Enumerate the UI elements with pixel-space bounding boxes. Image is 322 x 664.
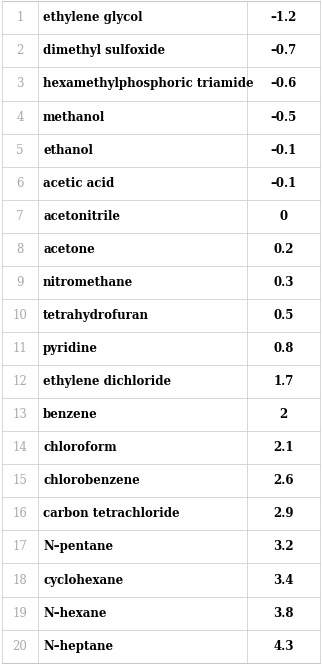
Text: 4: 4 — [16, 111, 24, 124]
Text: 2.6: 2.6 — [273, 474, 294, 487]
Text: N–hexane: N–hexane — [43, 607, 107, 620]
Text: 5: 5 — [16, 143, 24, 157]
Text: 10: 10 — [13, 309, 27, 322]
Text: ethanol: ethanol — [43, 143, 93, 157]
Text: 19: 19 — [13, 607, 27, 620]
Text: 12: 12 — [13, 375, 27, 388]
Text: N–heptane: N–heptane — [43, 639, 113, 653]
Text: 2.1: 2.1 — [273, 442, 294, 454]
Text: –1.2: –1.2 — [270, 11, 297, 25]
Text: 1.7: 1.7 — [274, 375, 294, 388]
Text: 6: 6 — [16, 177, 24, 190]
Text: –0.7: –0.7 — [270, 44, 297, 57]
Text: 0.3: 0.3 — [273, 276, 294, 289]
Text: 18: 18 — [13, 574, 27, 586]
Text: 14: 14 — [13, 442, 27, 454]
Text: 0.2: 0.2 — [273, 243, 294, 256]
Text: chlorobenzene: chlorobenzene — [43, 474, 140, 487]
Text: 4.3: 4.3 — [273, 639, 294, 653]
Text: 17: 17 — [13, 540, 27, 553]
Text: –0.1: –0.1 — [270, 177, 297, 190]
Text: 11: 11 — [13, 342, 27, 355]
Text: –0.6: –0.6 — [270, 78, 297, 90]
Text: acetonitrile: acetonitrile — [43, 210, 120, 222]
Text: acetone: acetone — [43, 243, 95, 256]
Text: 20: 20 — [13, 639, 27, 653]
Text: nitromethane: nitromethane — [43, 276, 133, 289]
Text: 2: 2 — [279, 408, 288, 421]
Text: 15: 15 — [13, 474, 27, 487]
Text: 8: 8 — [16, 243, 24, 256]
Text: 3.2: 3.2 — [273, 540, 294, 553]
Text: ethylene glycol: ethylene glycol — [43, 11, 143, 25]
Text: acetic acid: acetic acid — [43, 177, 114, 190]
Text: cyclohexane: cyclohexane — [43, 574, 123, 586]
Text: carbon tetrachloride: carbon tetrachloride — [43, 507, 180, 521]
Text: 7: 7 — [16, 210, 24, 222]
Text: benzene: benzene — [43, 408, 98, 421]
Text: 1: 1 — [16, 11, 24, 25]
Text: methanol: methanol — [43, 111, 105, 124]
Text: pyridine: pyridine — [43, 342, 98, 355]
Text: ethylene dichloride: ethylene dichloride — [43, 375, 171, 388]
Text: 16: 16 — [13, 507, 27, 521]
Text: dimethyl sulfoxide: dimethyl sulfoxide — [43, 44, 165, 57]
Text: 3: 3 — [16, 78, 24, 90]
Text: 0.5: 0.5 — [274, 309, 294, 322]
Text: –0.5: –0.5 — [270, 111, 297, 124]
Text: 2: 2 — [16, 44, 24, 57]
Text: tetrahydrofuran: tetrahydrofuran — [43, 309, 149, 322]
Text: N–pentane: N–pentane — [43, 540, 113, 553]
Text: 0: 0 — [280, 210, 288, 222]
Text: –0.1: –0.1 — [270, 143, 297, 157]
Text: 9: 9 — [16, 276, 24, 289]
Text: 13: 13 — [13, 408, 27, 421]
Text: 2.9: 2.9 — [273, 507, 294, 521]
Text: 3.4: 3.4 — [273, 574, 294, 586]
Text: chloroform: chloroform — [43, 442, 117, 454]
Text: 0.8: 0.8 — [274, 342, 294, 355]
Text: hexamethylphosphoric triamide: hexamethylphosphoric triamide — [43, 78, 254, 90]
Text: 3.8: 3.8 — [273, 607, 294, 620]
